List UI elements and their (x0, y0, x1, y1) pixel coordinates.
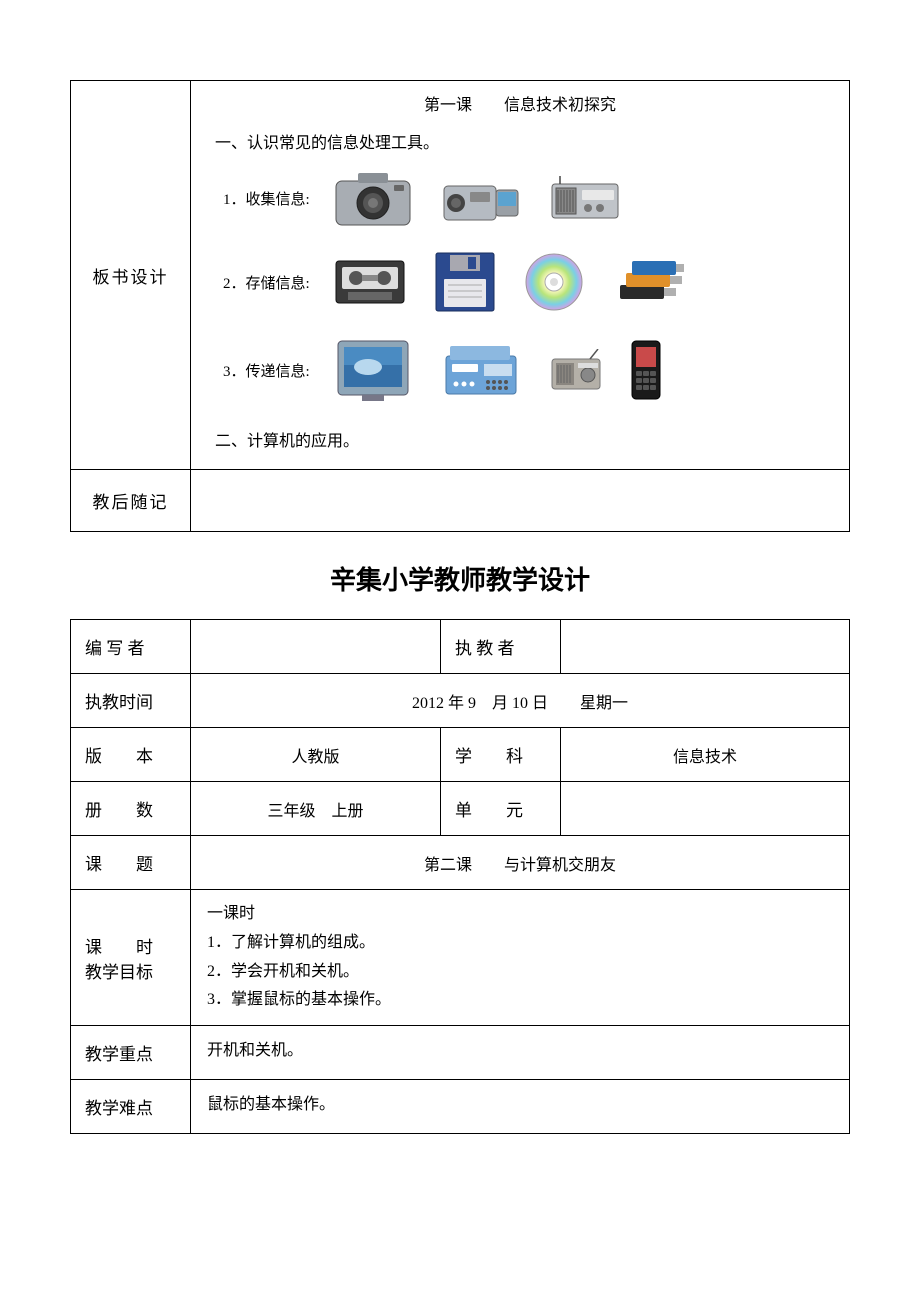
table-row: 册 数 三年级 上册 单 元 (71, 782, 850, 836)
item-row-collect: 1．收集信息: (223, 169, 835, 227)
camera-icon (334, 169, 412, 227)
topic-value: 第二课 与计算机交朋友 (191, 836, 850, 890)
table-row: 课 时 教学目标 一课时 1．了解计算机的组成。 2．学会开机和关机。 3．掌握… (71, 890, 850, 1026)
camcorder-icon (440, 170, 522, 226)
phone-icon (630, 339, 662, 401)
floppy-icon (434, 251, 496, 313)
fax-machine-icon (440, 342, 522, 398)
period-goal-value: 一课时 1．了解计算机的组成。 2．学会开机和关机。 3．掌握鼠标的基本操作。 (191, 890, 850, 1026)
item-row-store: 2．存储信息: (223, 251, 835, 313)
difficulty-label: 教学难点 (71, 1080, 191, 1134)
table-row: 版 本 人教版 学 科 信息技术 (71, 728, 850, 782)
lesson-title: 第一课 信息技术初探究 (205, 91, 835, 115)
goal-line: 1．了解计算机的组成。 (207, 929, 833, 958)
subject-label: 学 科 (441, 728, 561, 782)
topic-label: 课 题 (71, 836, 191, 890)
period-label: 课 时 (85, 933, 176, 958)
usb-drives-icon (612, 261, 684, 303)
volume-label: 册 数 (71, 782, 191, 836)
table-row: 教学重点 开机和关机。 (71, 1026, 850, 1080)
difficulty-value: 鼠标的基本操作。 (191, 1080, 850, 1134)
icon-group-store (334, 251, 684, 313)
board-design-content: 第一课 信息技术初探究 一、认识常见的信息处理工具。 1．收集信息: (191, 81, 850, 470)
teach-time-label: 执教时间 (71, 674, 191, 728)
section-2-heading: 二、计算机的应用。 (215, 427, 835, 451)
table-row: 课 题 第二课 与计算机交朋友 (71, 836, 850, 890)
teach-time-value: 2012 年 9 月 10 日 星期一 (191, 674, 850, 728)
tv-icon (334, 337, 412, 403)
teacher-value (561, 620, 850, 674)
goal-line: 2．学会开机和关机。 (207, 958, 833, 987)
volume-value: 三年级 上册 (191, 782, 441, 836)
board-design-label: 板书设计 (71, 81, 191, 470)
lesson-plan-table: 编 写 者 执 教 者 执教时间 2012 年 9 月 10 日 星期一 版 本… (70, 619, 850, 1134)
radio-recorder-icon (550, 176, 620, 220)
author-label: 编 写 者 (71, 620, 191, 674)
teacher-label: 执 教 者 (441, 620, 561, 674)
edition-value: 人教版 (191, 728, 441, 782)
key-point-value: 开机和关机。 (191, 1026, 850, 1080)
edition-label: 版 本 (71, 728, 191, 782)
goal-label: 教学目标 (85, 958, 176, 983)
author-value (191, 620, 441, 674)
icon-group-collect (334, 169, 620, 227)
post-notes-content (191, 470, 850, 532)
unit-value (561, 782, 850, 836)
table-row: 编 写 者 执 教 者 (71, 620, 850, 674)
item-label-store: 2．存储信息: (223, 272, 310, 293)
period-goal-label: 课 时 教学目标 (71, 890, 191, 1026)
item-row-transmit: 3．传递信息: (223, 337, 835, 403)
unit-label: 单 元 (441, 782, 561, 836)
goal-line: 一课时 (207, 900, 833, 929)
table-row: 执教时间 2012 年 9 月 10 日 星期一 (71, 674, 850, 728)
goal-line: 3．掌握鼠标的基本操作。 (207, 986, 833, 1015)
page-title: 辛集小学教师教学设计 (70, 560, 850, 597)
table-row: 教学难点 鼠标的基本操作。 (71, 1080, 850, 1134)
item-label-transmit: 3．传递信息: (223, 360, 310, 381)
cd-icon (524, 252, 584, 312)
key-point-label: 教学重点 (71, 1026, 191, 1080)
radio-small-icon (550, 349, 602, 391)
board-design-table: 板书设计 第一课 信息技术初探究 一、认识常见的信息处理工具。 1．收集信息: (70, 80, 850, 532)
section-1-heading: 一、认识常见的信息处理工具。 (215, 129, 835, 153)
cassette-icon (334, 259, 406, 305)
subject-value: 信息技术 (561, 728, 850, 782)
post-notes-label: 教后随记 (71, 470, 191, 532)
item-label-collect: 1．收集信息: (223, 188, 310, 209)
icon-group-transmit (334, 337, 662, 403)
